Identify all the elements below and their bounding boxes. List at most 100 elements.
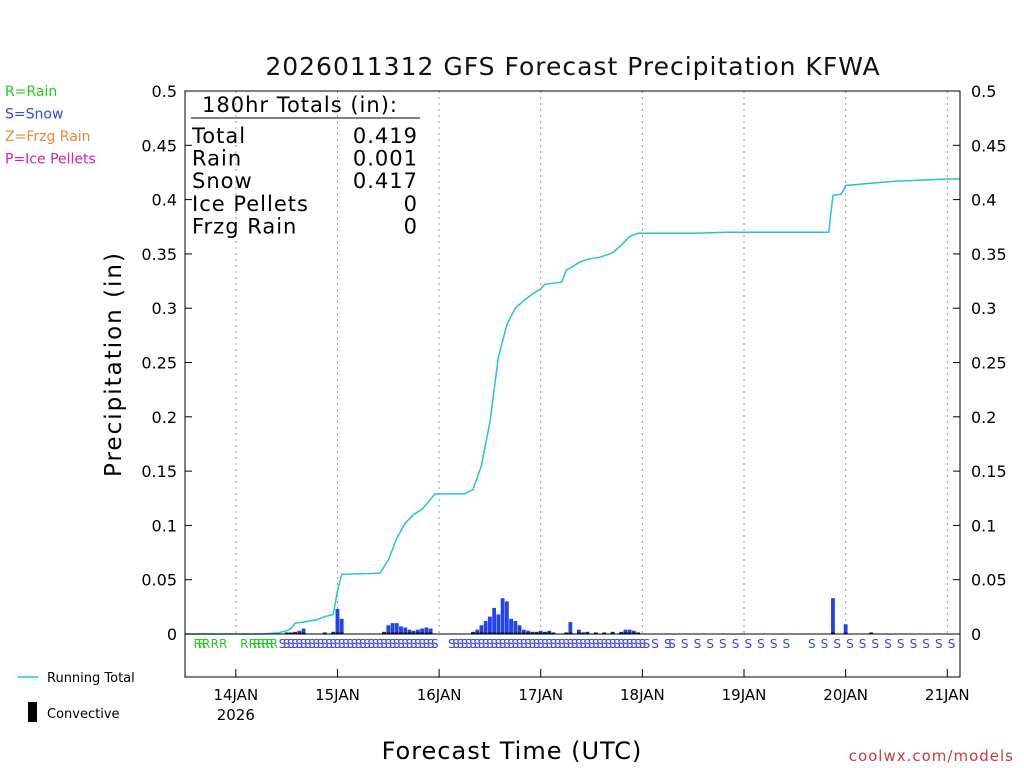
ptype-legend-entry: P=Ice Pellets — [5, 152, 96, 168]
convective-mark — [407, 632, 412, 634]
ptype-mark: S — [630, 637, 638, 651]
totals-value: 0.419 — [353, 124, 418, 148]
ptype-mark: S — [478, 637, 486, 651]
ptype-mark: S — [359, 637, 367, 651]
ptype-mark: S — [935, 637, 943, 651]
ptype-mark: S — [562, 637, 570, 651]
convective-mark — [428, 632, 433, 634]
precip-bar — [526, 630, 530, 634]
ptype-mark: S — [329, 637, 337, 651]
convective-mark — [500, 632, 505, 634]
ptype-mark: S — [609, 637, 617, 651]
ptype-mark: S — [897, 637, 905, 651]
y-tick-label: 0.1 — [152, 516, 177, 535]
y-axis-ticks: 0 00.05 0.050.1 0.10.15 0.150.2 0.20.25 0.250.… — [141, 82, 1006, 644]
x-axis-label: Forecast Time (UTC) — [382, 737, 643, 765]
ptype-mark: S — [651, 637, 659, 651]
convective-mark — [534, 632, 539, 634]
running-total-legend-label: Running Total — [47, 671, 135, 686]
x-tick-label: 20JAN — [823, 686, 868, 704]
ptype-mark: S — [634, 637, 642, 651]
convective-mark — [335, 632, 340, 634]
ptype-mark: S — [808, 637, 816, 651]
totals-label: Total — [191, 124, 246, 148]
ptype-mark: R — [257, 637, 265, 651]
y-tick-label-right: 0.35 — [971, 245, 1007, 264]
y-tick-label: 0.45 — [141, 136, 177, 155]
precip-bar — [627, 629, 632, 634]
ptype-mark: S — [516, 637, 524, 651]
ptype-mark: S — [558, 637, 566, 651]
y-tick-label-right: 0.4 — [971, 191, 996, 210]
ptype-mark: S — [833, 637, 841, 651]
ptype-mark: S — [910, 637, 918, 651]
precip-bar — [496, 614, 501, 634]
ptype-mark: S — [283, 637, 291, 651]
ptype-mark: S — [456, 637, 464, 651]
ptype-mark: S — [384, 637, 392, 651]
totals-rows: Total 0.419 Rain 0.001 Snow 0.417 Ice Pellets 0… — [191, 124, 418, 238]
ptype-mark: R — [219, 637, 227, 651]
ptype-mark: S — [486, 637, 494, 651]
totals-label: Frzg Rain — [192, 214, 297, 238]
ptype-mark: S — [859, 637, 867, 651]
ptype-legend-entry: R=Rain — [5, 84, 57, 100]
ptype-mark: S — [296, 637, 304, 651]
ptype-mark: S — [524, 637, 532, 651]
convective-mark — [394, 632, 399, 634]
y-tick-label: 0.3 — [152, 299, 177, 318]
totals-value: 0.001 — [353, 147, 418, 171]
ptype-mark: S — [948, 637, 956, 651]
convective-mark — [576, 632, 581, 634]
ptype-mark: S — [600, 637, 608, 651]
convective-mark — [610, 632, 615, 634]
ptype-mark: S — [304, 637, 312, 651]
x-tick-label: 19JAN — [722, 686, 767, 704]
convective-swatch — [28, 702, 37, 722]
precip-bar — [513, 620, 518, 634]
ptype-mark: S — [545, 637, 553, 651]
convective-mark — [399, 632, 403, 634]
ptype-mark: S — [321, 637, 329, 651]
ptype-mark: S — [291, 637, 299, 651]
ptype-mark: S — [414, 637, 422, 651]
convective-mark — [623, 632, 628, 634]
precip-bar — [504, 601, 509, 634]
ptype-mark: S — [719, 637, 727, 651]
convective-mark — [416, 632, 420, 634]
ptype-mark: S — [376, 637, 384, 651]
convective-mark — [585, 632, 590, 634]
precip-bar — [843, 624, 848, 634]
convective-mark — [632, 632, 636, 634]
ptype-mark: S — [325, 637, 333, 651]
ptype-mark: S — [528, 637, 536, 651]
ptype-mark: S — [397, 637, 405, 651]
ptype-mark: S — [393, 637, 401, 651]
x-tick-label: 18JAN — [620, 686, 665, 704]
ptype-mark: S — [664, 637, 672, 651]
y-tick-label-right: 0.45 — [971, 136, 1007, 155]
ptype-mark: S — [503, 637, 511, 651]
convective-legend-label: Convective — [47, 707, 120, 722]
y-tick-label: 0.2 — [152, 408, 177, 427]
totals-label: Ice Pellets — [192, 192, 309, 216]
ptype-mark: S — [380, 637, 388, 651]
convective-mark — [627, 632, 632, 634]
ptype-mark: S — [465, 637, 473, 651]
precip-bar — [394, 623, 399, 634]
precip-bar — [420, 628, 425, 634]
ptype-legend-entry: Z=Frzg Rain — [5, 129, 91, 145]
ptype-mark: S — [732, 637, 740, 651]
chart-title: 2026011312 GFS Forecast Precipitation KF… — [265, 52, 880, 81]
ptype-mark: S — [427, 637, 435, 651]
convective-mark — [390, 632, 395, 634]
y-tick-label: 0 — [167, 625, 177, 644]
ptype-mark: S — [512, 637, 520, 651]
ptype-mark: S — [418, 637, 426, 651]
ptype-mark: S — [389, 637, 397, 651]
precip-bar — [479, 625, 484, 634]
ptype-mark: S — [355, 637, 363, 651]
ptype-mark: S — [401, 637, 409, 651]
